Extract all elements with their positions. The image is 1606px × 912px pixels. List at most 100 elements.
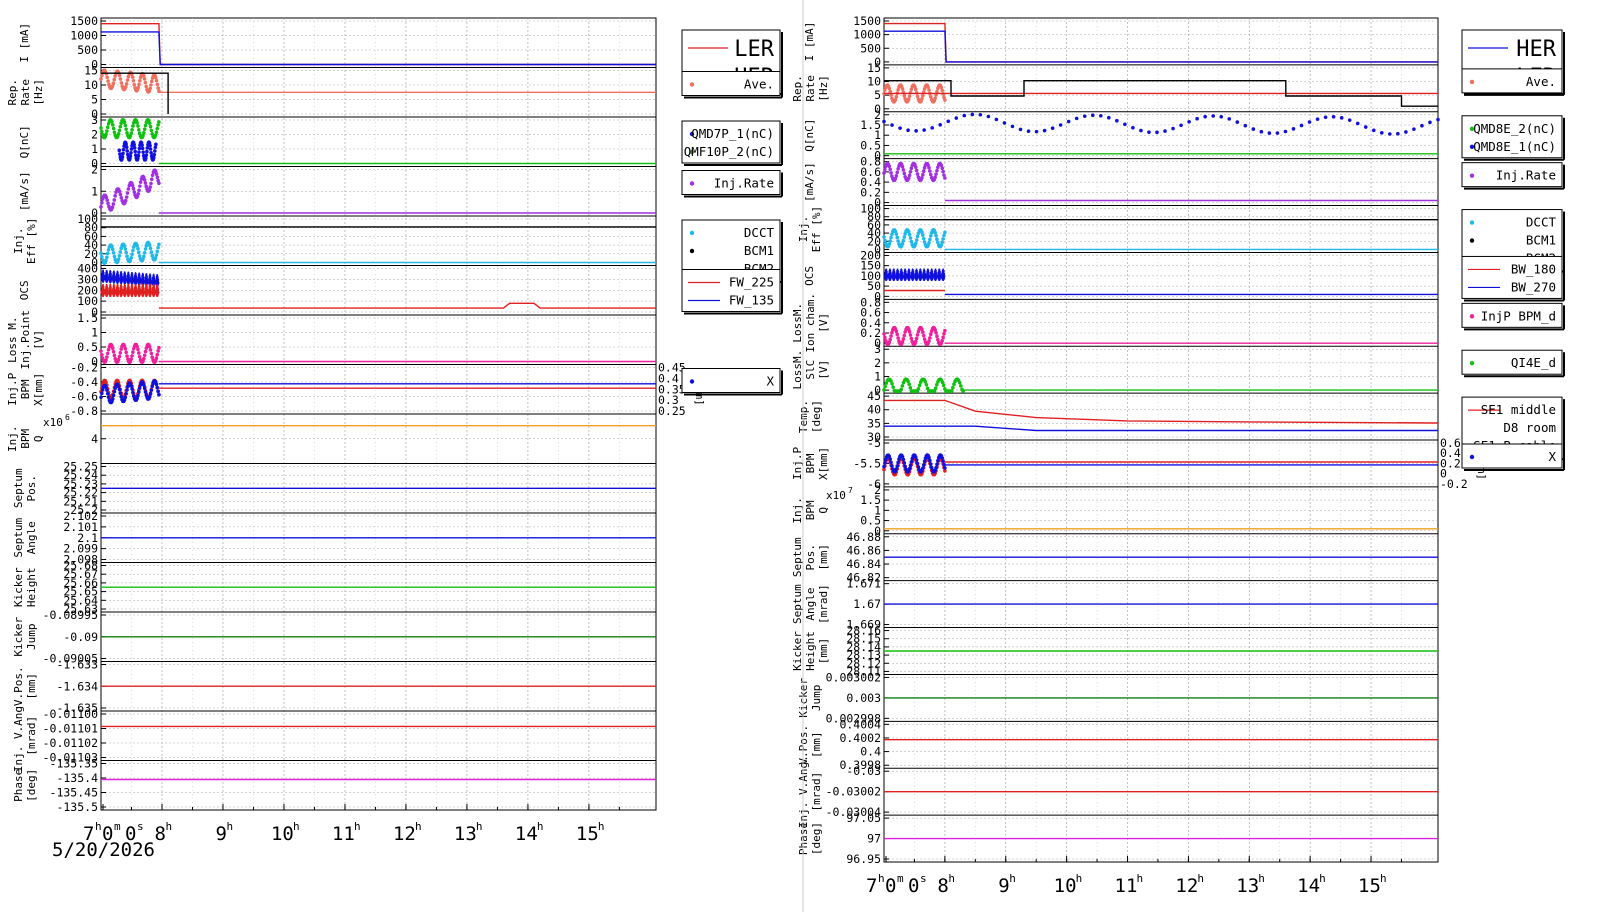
right-tick-label: 0.2 — [1440, 456, 1461, 470]
series-point — [113, 194, 117, 198]
y-tick-label: 500 — [77, 43, 98, 57]
series-point — [144, 156, 148, 160]
series-point — [936, 458, 940, 463]
series-point — [1139, 128, 1143, 133]
y-tick-label: 50 — [867, 279, 881, 293]
y-tick-label: -135.45 — [50, 786, 98, 800]
y-tick-label: 0.4004 — [839, 717, 881, 731]
y-tick-label: 0 — [874, 524, 881, 538]
series-point — [135, 344, 139, 349]
series-point — [1243, 123, 1248, 128]
y-tick-label: 25.66 — [63, 576, 98, 590]
series-point — [129, 150, 133, 155]
series-point — [1002, 121, 1007, 125]
series-point — [1396, 131, 1400, 136]
y-tick-label: 0 — [874, 289, 881, 303]
series-point — [136, 192, 141, 196]
series-point — [894, 232, 899, 236]
series-point — [889, 235, 893, 240]
series-point — [147, 345, 152, 349]
series-point — [137, 354, 142, 359]
series-point — [913, 241, 918, 246]
series-point — [1082, 114, 1087, 118]
series-point — [121, 147, 126, 152]
y-axis-label: Q[nC] — [18, 125, 31, 158]
y-axis-label: Inj. — [12, 228, 25, 255]
series-point — [131, 350, 135, 354]
series-point — [887, 164, 892, 169]
series-point — [933, 328, 937, 332]
series-point — [888, 89, 892, 94]
series-point — [99, 349, 103, 353]
series-point — [924, 383, 929, 387]
series-point — [935, 334, 939, 339]
legend-label: BW_180 — [1511, 261, 1556, 276]
series-point — [942, 331, 946, 336]
series-point — [933, 96, 937, 101]
y-tick-label: 0 — [91, 206, 98, 220]
series-point — [123, 346, 128, 351]
strip: 4 x10 6 Inj. BPM Q — [6, 413, 656, 464]
x-tick-label: 12 h — [1175, 872, 1204, 897]
series-point — [1404, 130, 1408, 134]
x-tick-label: 15 h — [576, 820, 605, 845]
y-tick-label: -6 — [867, 477, 881, 491]
series-point — [928, 172, 933, 177]
series-point — [889, 334, 893, 338]
series-point — [136, 393, 140, 398]
y-tick-label: -0.8 — [70, 404, 98, 418]
series-point — [144, 84, 149, 89]
series-point — [1347, 118, 1352, 122]
y-axis-label: X[mm] — [817, 447, 830, 480]
y-tick-label: 0.4 — [860, 175, 881, 189]
legend-swatch-dot — [689, 149, 695, 155]
series-point — [894, 173, 899, 178]
series-point — [155, 249, 160, 254]
series-point — [895, 170, 900, 175]
series-point — [143, 390, 148, 394]
series-point — [1331, 115, 1336, 119]
series-point — [1412, 127, 1416, 131]
y-tick-label: -0.09005 — [43, 652, 98, 666]
series-point — [1339, 116, 1344, 120]
series-point — [1098, 113, 1103, 118]
series-point — [112, 198, 117, 202]
y-tick-label: 0.5 — [860, 138, 881, 152]
series-point — [143, 181, 148, 185]
y-tick-label: 0.4002 — [839, 731, 881, 745]
y-tick-label: 60 — [84, 229, 98, 243]
y-tick-label: 0.6 — [860, 165, 881, 179]
y-tick-label: -135.35 — [50, 757, 98, 771]
series-point — [941, 383, 946, 388]
series-point — [137, 150, 141, 154]
y-tick-label: -0.4 — [70, 375, 98, 389]
y-tick-label: 2.102 — [63, 509, 98, 523]
series-point — [882, 464, 886, 469]
series-point — [149, 177, 154, 182]
series-point — [142, 77, 147, 81]
series-point — [1074, 116, 1079, 121]
series-point — [131, 124, 135, 128]
series-point — [123, 85, 128, 89]
y-tick-label: 150 — [860, 259, 881, 273]
series-point — [153, 75, 158, 80]
x-tick-label-suffix: h — [476, 820, 483, 833]
series-point — [891, 385, 895, 389]
series-point — [935, 168, 939, 173]
y-tick-label: 80 — [867, 210, 881, 224]
series-point — [1291, 127, 1296, 131]
x-tick-label-part: 0 — [885, 875, 896, 897]
series-point — [923, 379, 928, 384]
strip: 21.510.50 x10 7 Inj. BPM Q — [791, 483, 1438, 538]
series-point — [888, 239, 892, 243]
series-point — [124, 142, 128, 147]
series-point — [142, 74, 146, 78]
x-tick-label: 15 h — [1358, 872, 1387, 897]
legend-label: DCCT — [1526, 215, 1557, 230]
series-point — [110, 244, 114, 249]
series-point — [130, 75, 135, 79]
